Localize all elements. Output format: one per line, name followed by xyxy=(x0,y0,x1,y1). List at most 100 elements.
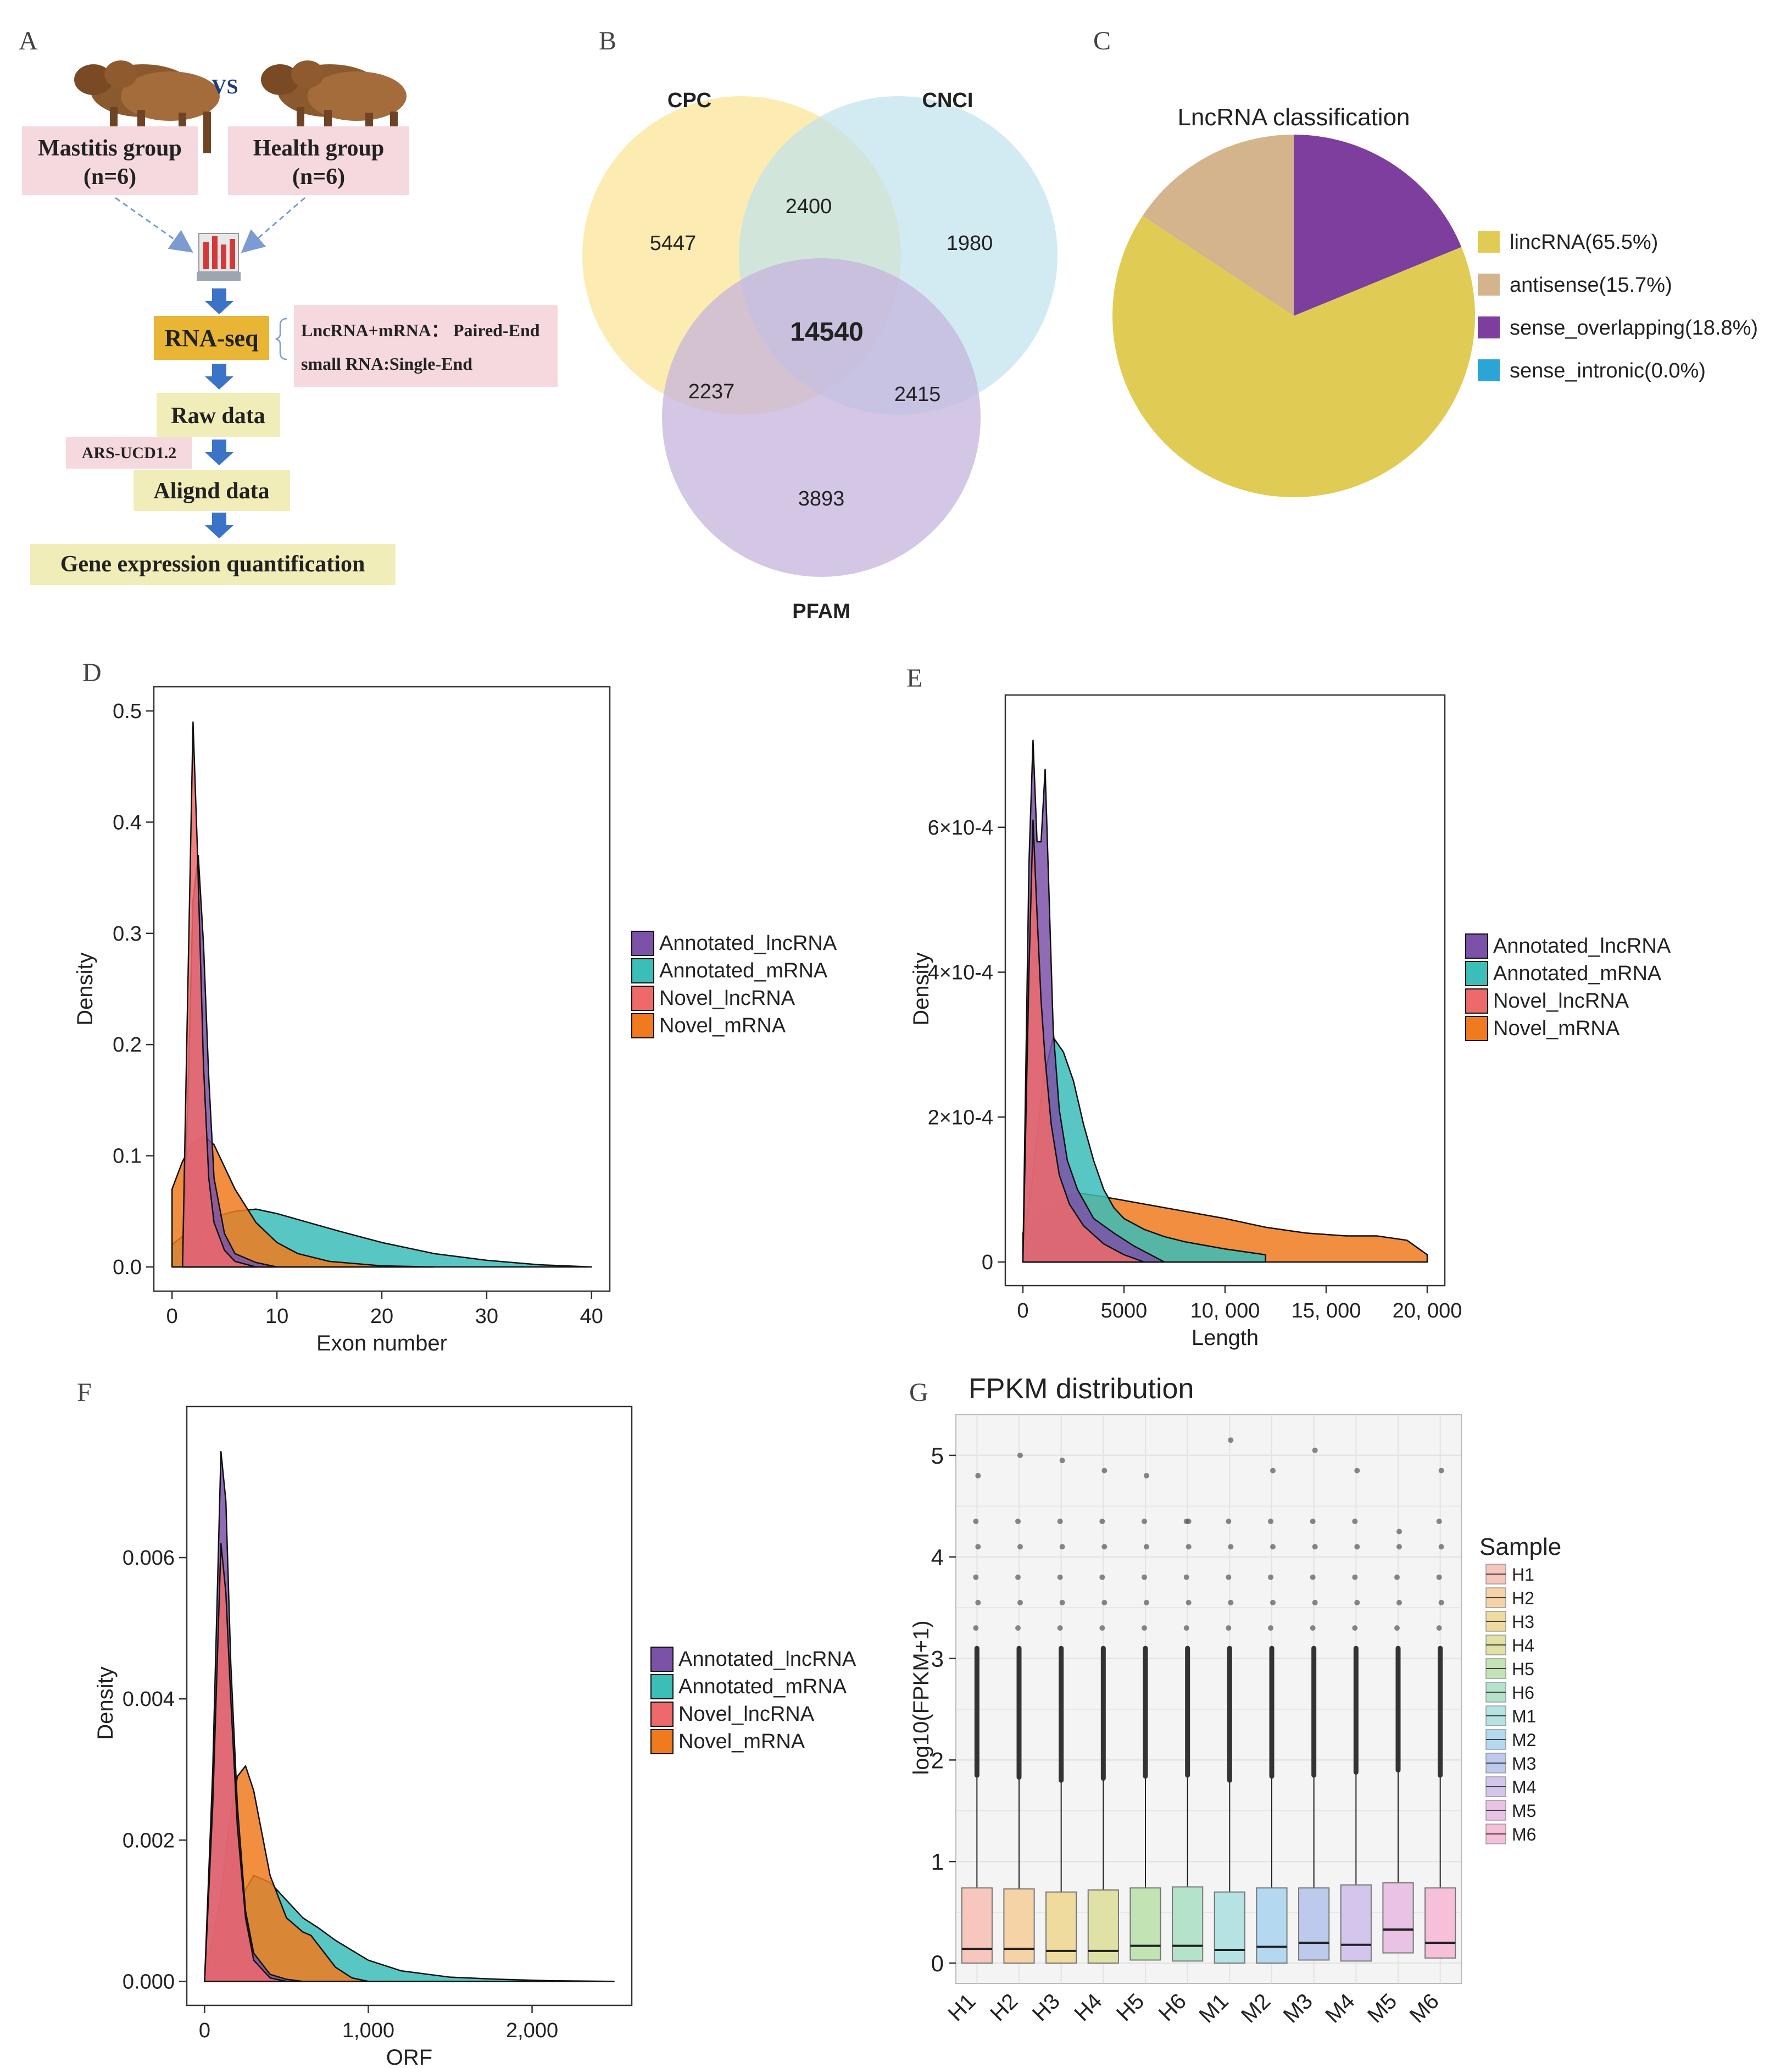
outlier-point xyxy=(975,1599,981,1605)
legend-key-Annotated_mRNA xyxy=(631,958,654,983)
outlier-point xyxy=(1352,1574,1358,1580)
x-tick-label: 15, 000 xyxy=(1292,1299,1361,1322)
x-tick-label: 0 xyxy=(199,2019,210,2042)
x-tick-label: 1,000 xyxy=(342,2019,394,2042)
outlier-point xyxy=(1144,1599,1149,1605)
legend-key-Annotated_mRNA xyxy=(1465,961,1488,986)
box-H3 xyxy=(1045,1891,1077,1964)
raw-data-label: Raw data xyxy=(171,403,265,429)
raw-data-box xyxy=(157,393,280,437)
legend-key-Annotated_lncRNA xyxy=(1465,933,1488,959)
aligned-data-box xyxy=(133,470,290,511)
outlier-point xyxy=(1226,1625,1232,1631)
density-area-Annotated_lncRNA xyxy=(1022,740,1165,1263)
venn-label-cpc: CPC xyxy=(667,89,711,112)
health-group-box xyxy=(228,126,409,195)
pie-legend-key-sense_intronic xyxy=(1478,359,1500,381)
y-tick-label: 1 xyxy=(931,1849,944,1875)
legend-label-Novel_lncRNA: Novel_lncRNA xyxy=(1493,989,1629,1013)
outlier-point xyxy=(973,1625,979,1631)
down-arrow-1 xyxy=(205,288,233,314)
plot-panel xyxy=(955,1414,1462,1984)
mastitis-group-title: Mastitis group xyxy=(38,136,182,161)
panel-label-f: F xyxy=(77,1378,92,1407)
outlier-point xyxy=(1183,1625,1189,1631)
box-H1 xyxy=(961,1887,993,1964)
x-tick-label: 0 xyxy=(166,1305,178,1328)
pie-legend-key-sense_overlapping xyxy=(1478,316,1500,338)
pie-legend-key-lincRNA xyxy=(1478,231,1500,253)
outlier-point xyxy=(1017,1452,1023,1458)
legend-label-H4: H4 xyxy=(1512,1636,1534,1655)
box-M1 xyxy=(1214,1891,1245,1964)
dashed-arrow-right xyxy=(241,197,305,253)
panel-label-g: G xyxy=(909,1378,928,1407)
outlier-point xyxy=(1101,1467,1108,1474)
pie-legend-key-antisense xyxy=(1478,274,1500,296)
venn-count-cnci-only: 1980 xyxy=(947,232,993,255)
outlier-point xyxy=(1183,1574,1189,1580)
legend-label-M1: M1 xyxy=(1512,1706,1536,1726)
y-tick-label: 0.000 xyxy=(123,1970,175,1993)
y-tick-label: 0.002 xyxy=(123,1829,175,1852)
legend-key-Novel_mRNA xyxy=(650,1729,674,1754)
x-tick-label: 10 xyxy=(265,1305,288,1328)
pie-slice-sense_overlapping xyxy=(1294,135,1462,316)
x-tick-label: 0 xyxy=(1017,1299,1028,1322)
panel-label-d: D xyxy=(82,658,102,687)
legend-key-Novel_mRNA xyxy=(631,1013,654,1038)
outlier-point xyxy=(1099,1574,1105,1580)
outlier-point xyxy=(1015,1625,1021,1631)
outlier-point xyxy=(1436,1625,1442,1631)
y-tick-label: 3 xyxy=(931,1646,944,1672)
outlier-point xyxy=(1017,1544,1023,1550)
outlier-point xyxy=(1144,1472,1149,1478)
outlier-point xyxy=(1270,1544,1276,1550)
outlier-point xyxy=(1101,1544,1108,1550)
y-tick-label: 4 xyxy=(931,1544,944,1570)
outlier-point xyxy=(1057,1574,1063,1580)
y-tick-label: 0 xyxy=(931,1950,944,1976)
legend-title: Sample xyxy=(1479,1533,1561,1560)
legend-label-H6: H6 xyxy=(1512,1683,1534,1703)
dashed-arrow-left xyxy=(115,197,193,253)
venn-count-all: 14540 xyxy=(790,318,863,347)
outlier-point xyxy=(973,1519,979,1525)
outlier-point xyxy=(1270,1467,1276,1474)
box-M3 xyxy=(1298,1887,1330,1961)
x-tick-label: 20, 000 xyxy=(1393,1299,1462,1322)
outlier-point xyxy=(1396,1544,1402,1550)
aligned-data-label: Alignd data xyxy=(153,479,269,504)
outlier-point xyxy=(1186,1599,1192,1605)
outlier-point xyxy=(1059,1544,1065,1550)
outlier-point xyxy=(1057,1519,1063,1525)
outlier-point xyxy=(1101,1599,1108,1605)
outlier-point xyxy=(1438,1544,1444,1550)
outlier-point xyxy=(1310,1519,1316,1525)
legend-key-Novel_lncRNA xyxy=(1465,988,1488,1014)
exon-number-density-chart: 0 10 20 30 40 0.0 0.1 0.2 0.3 0.4 0.5 Exon number De… xyxy=(73,686,837,1355)
outlier-point xyxy=(1142,1519,1147,1525)
legend-label-M2: M2 xyxy=(1512,1730,1536,1750)
outlier-point xyxy=(1436,1574,1442,1580)
down-arrow-4 xyxy=(205,513,233,538)
box-H5 xyxy=(1129,1887,1161,1961)
legend-label-H2: H2 xyxy=(1512,1588,1534,1608)
pie-slice-lincRNA xyxy=(1112,215,1475,498)
box-M6 xyxy=(1424,1887,1456,1959)
reference-label: ARS-UCD1.2 xyxy=(82,444,177,462)
x-axis-title: Length xyxy=(1192,1326,1259,1350)
box-H4 xyxy=(1087,1889,1119,1964)
length-density-chart: 0 5000 10, 000 15, 000 20, 000 0 2×10-4 4×10-4 6… xyxy=(909,694,1671,1350)
venn-count-cpc-only: 5447 xyxy=(650,232,697,255)
outlier-point xyxy=(1396,1599,1402,1605)
pie-slice-antisense xyxy=(1142,135,1294,316)
outlier-point xyxy=(1438,1599,1444,1605)
pie-legend-label: sense_intronic(0.0%) xyxy=(1510,359,1706,382)
legend-label-Annotated_lncRNA: Annotated_lncRNA xyxy=(659,932,837,955)
x-tick-label: 40 xyxy=(580,1305,603,1328)
reference-box xyxy=(66,437,192,469)
legend-key-Annotated_mRNA xyxy=(650,1674,674,1699)
test-tube-rack-icon xyxy=(197,233,241,281)
